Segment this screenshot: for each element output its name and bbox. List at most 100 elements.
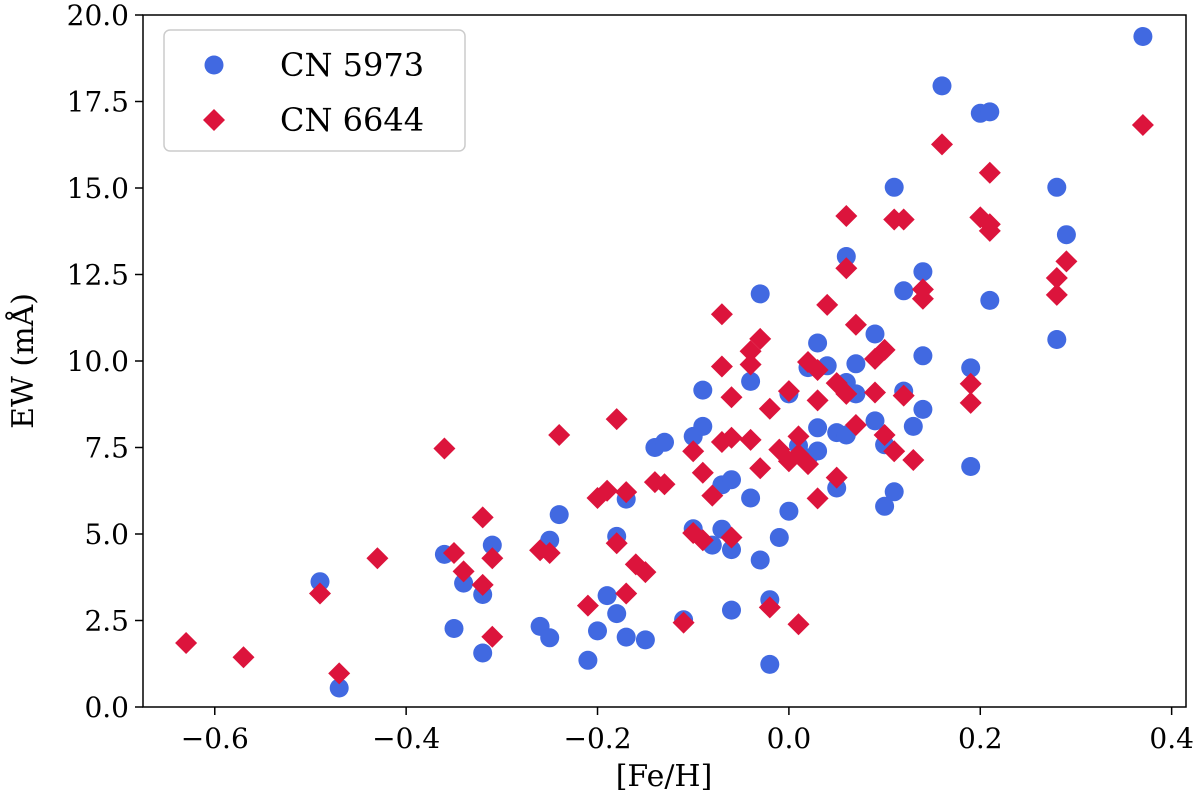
data-point-cn-5973 xyxy=(913,262,933,282)
data-point-cn-5973 xyxy=(894,281,914,301)
legend-marker-cn-6644 xyxy=(203,109,225,131)
data-point-cn-6644 xyxy=(691,461,714,484)
data-point-cn-5973 xyxy=(1056,225,1076,245)
data-point-cn-5973 xyxy=(578,650,598,670)
data-point-cn-6644 xyxy=(720,526,743,549)
data-point-cn-5973 xyxy=(473,643,493,663)
data-point-cn-6644 xyxy=(864,381,886,404)
y-tick-label: 5.0 xyxy=(84,518,129,551)
data-point-cn-5973 xyxy=(741,488,761,508)
x-tick-label: −0.6 xyxy=(181,722,249,755)
data-point-cn-6644 xyxy=(902,449,925,471)
data-point-cn-6644 xyxy=(701,484,724,507)
data-point-cn-5973 xyxy=(865,324,885,344)
data-point-cn-5973 xyxy=(454,573,474,593)
data-point-cn-5973 xyxy=(310,572,330,592)
data-point-cn-5973 xyxy=(693,416,713,436)
data-point-cn-6644 xyxy=(309,582,331,605)
data-point-cn-6644 xyxy=(720,386,743,409)
data-point-cn-6644 xyxy=(844,313,867,336)
data-point-cn-6644 xyxy=(1055,250,1078,273)
data-point-cn-5973 xyxy=(875,496,895,516)
data-point-cn-6644 xyxy=(615,481,638,504)
data-point-cn-5973 xyxy=(635,630,655,650)
data-point-cn-6644 xyxy=(911,287,934,310)
data-point-cn-5973 xyxy=(779,501,799,521)
data-point-cn-5973 xyxy=(597,586,617,606)
data-point-cn-5973 xyxy=(932,76,952,96)
data-point-cn-5973 xyxy=(540,628,560,648)
y-tick-label: 20.0 xyxy=(67,0,129,32)
x-tick-label: −0.2 xyxy=(564,722,632,755)
data-point-cn-6644 xyxy=(806,487,829,510)
data-point-cn-6644 xyxy=(835,382,858,405)
data-point-cn-5973 xyxy=(808,333,828,353)
legend-box xyxy=(163,29,466,152)
data-point-cn-6644 xyxy=(328,662,351,685)
data-point-cn-6644 xyxy=(844,414,867,436)
data-point-cn-5973 xyxy=(741,371,761,391)
data-point-cn-6644 xyxy=(1131,114,1154,136)
data-point-cn-6644 xyxy=(175,632,198,654)
data-point-cn-6644 xyxy=(806,389,829,412)
y-tick-label: 7.5 xyxy=(84,432,129,465)
data-point-cn-5973 xyxy=(846,354,866,374)
data-point-cn-6644 xyxy=(1045,283,1068,306)
data-point-cn-6644 xyxy=(806,359,829,381)
data-point-cn-6644 xyxy=(959,391,982,414)
y-tick-label: 12.5 xyxy=(67,259,129,292)
x-tick-label: −0.4 xyxy=(372,722,440,755)
data-point-cn-6644 xyxy=(835,205,858,227)
data-point-cn-5973 xyxy=(655,432,674,452)
data-point-cn-5973 xyxy=(913,346,933,366)
data-point-cn-6644 xyxy=(825,466,848,489)
data-point-cn-6644 xyxy=(873,338,896,361)
data-point-cn-6644 xyxy=(892,208,915,231)
y-tick-label: 15.0 xyxy=(67,172,129,205)
legend: CN 5973 CN 6644 xyxy=(163,29,466,152)
data-point-cn-5973 xyxy=(1047,330,1067,349)
data-point-cn-6644 xyxy=(710,355,733,378)
y-tick-label: 0.0 xyxy=(84,691,129,724)
data-point-cn-6644 xyxy=(615,582,638,605)
data-point-cn-5973 xyxy=(722,540,741,560)
data-point-cn-5973 xyxy=(549,505,569,525)
data-point-cn-5973 xyxy=(808,441,828,461)
data-point-cn-6644 xyxy=(471,573,494,596)
data-point-cn-6644 xyxy=(605,408,628,431)
legend-label-cn-5973: CN 5973 xyxy=(280,46,424,84)
data-point-cn-6644 xyxy=(471,506,494,529)
data-point-cn-5973 xyxy=(722,470,741,490)
data-point-cn-6644 xyxy=(739,340,762,363)
data-point-cn-5973 xyxy=(961,457,981,476)
data-point-cn-6644 xyxy=(978,219,1001,242)
data-point-cn-5973 xyxy=(1133,27,1153,46)
data-point-cn-6644 xyxy=(232,646,255,669)
legend-marker-cn-5973 xyxy=(204,55,224,75)
axis-ticks: −0.6 −0.4 −0.2 0.0 0.2 0.4 0.0 2.5 5.0 7.5 10.0 12.… xyxy=(67,0,1194,755)
data-point-cn-5973 xyxy=(884,177,904,197)
data-point-cn-6644 xyxy=(653,473,676,496)
data-point-cn-6644 xyxy=(787,425,810,448)
data-point-cn-5973 xyxy=(607,604,627,624)
data-point-cn-5973 xyxy=(1047,177,1067,197)
data-point-cn-6644 xyxy=(835,257,858,280)
data-point-cn-6644 xyxy=(739,428,762,451)
data-point-cn-5973 xyxy=(750,284,770,304)
data-point-cn-6644 xyxy=(749,327,772,350)
data-point-cn-6644 xyxy=(433,437,456,460)
data-point-cn-6644 xyxy=(682,440,705,463)
data-point-cn-6644 xyxy=(538,542,561,564)
data-point-cn-5973 xyxy=(693,380,713,400)
legend-label-cn-6644: CN 6644 xyxy=(280,101,424,139)
plot-marks xyxy=(175,27,1154,698)
data-point-cn-6644 xyxy=(366,547,389,570)
y-tick-label: 2.5 xyxy=(84,605,129,638)
x-tick-label: 0.4 xyxy=(1149,722,1194,755)
data-point-cn-5973 xyxy=(722,600,741,620)
data-point-cn-6644 xyxy=(481,625,504,648)
data-point-cn-6644 xyxy=(443,542,465,564)
data-point-cn-6644 xyxy=(596,479,619,502)
data-point-cn-5973 xyxy=(769,528,789,547)
